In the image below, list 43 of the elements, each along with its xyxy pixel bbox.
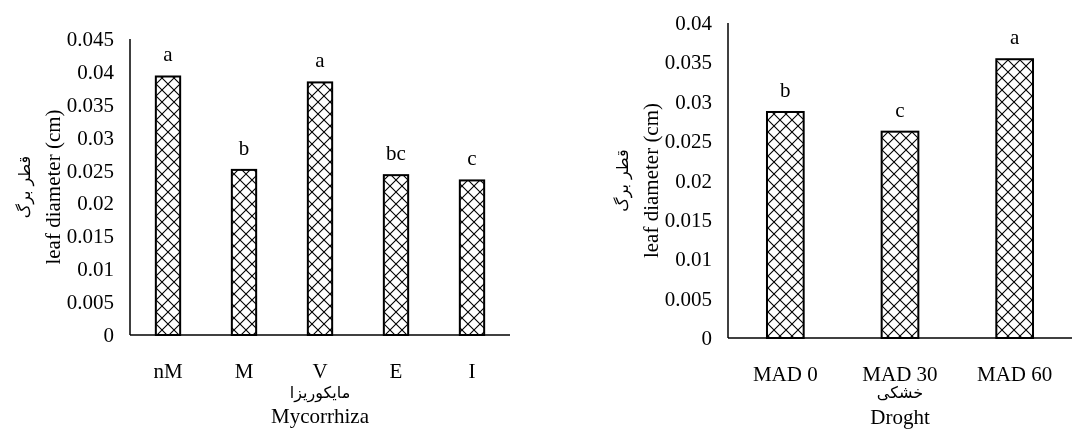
y-tick-label: 0.025 [664, 129, 712, 154]
y-tick-label: 0 [701, 326, 712, 350]
y-tick-label: 0.015 [66, 224, 114, 249]
text: مایکوریزا [289, 383, 351, 403]
y-tick-label: 0.015 [664, 207, 712, 232]
x-tick-label: V [312, 359, 328, 383]
y-tick-label: 0.04 [675, 11, 713, 35]
text: خشکی [876, 383, 924, 402]
annotation: a [163, 42, 174, 67]
y-tick-label: 0.035 [664, 50, 712, 75]
y-tick-label: 0.025 [66, 158, 114, 183]
y-tick-label: 0.045 [66, 27, 114, 51]
x-tick-label: E [389, 359, 403, 383]
y-tick-label: 0 [103, 323, 114, 347]
text: قطر برگ [613, 149, 633, 212]
x-tick-label: nM [153, 359, 183, 383]
annotation: c [467, 146, 477, 171]
x-tick-label: M [234, 359, 254, 383]
y-tick-label: 0.02 [77, 191, 114, 216]
y-tick-label: 0.03 [77, 125, 114, 150]
y-tick-label: 0.035 [66, 92, 114, 117]
y-tick-label: 0.01 [77, 257, 114, 282]
annotation: a [1010, 25, 1020, 50]
annotation: b [780, 77, 791, 102]
y-tick-label: 0.005 [66, 290, 114, 315]
y-tick-label: 0.03 [675, 89, 712, 114]
x-tick-label: I [468, 359, 476, 383]
text: قطر برگ [15, 155, 35, 219]
y-tick-label: 0.005 [664, 286, 712, 311]
y-axis-title: leaf diameter (cm) [639, 102, 663, 259]
annotation: b [238, 135, 250, 160]
x-tick-label: MAD 0 [752, 362, 818, 386]
x-axis-title: Mycorrhiza [271, 404, 370, 428]
y-tick-label: 0.01 [675, 247, 712, 272]
y-axis-title: leaf diameter (cm) [41, 109, 65, 265]
annotation: a [315, 48, 326, 73]
y-tick-label: 0.02 [675, 168, 712, 193]
annotation: c [895, 97, 905, 122]
annotation: bc [386, 141, 406, 166]
x-tick-label: MAD 60 [977, 362, 1053, 386]
x-tick-label: MAD 30 [862, 362, 938, 386]
x-axis-title: Droght [870, 405, 930, 429]
y-tick-label: 0.04 [77, 59, 115, 84]
